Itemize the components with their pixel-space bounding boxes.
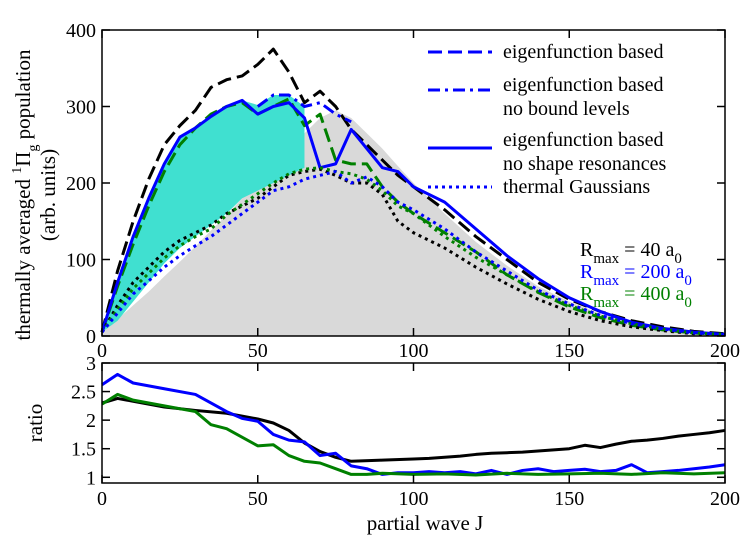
bottom-y-tick-label: 1.5 [71,439,96,461]
top-series-line-3 [100,98,726,336]
bottom-panel: 0 50 100 150 200 1 1.5 2 2.5 3 ratio partial wave… [23,353,740,535]
bottom-y-tick-label: 2.5 [71,382,96,404]
bottom-y-tick-label: 2 [86,410,96,432]
top-y-tick-label: 100 [66,250,96,272]
top-series-line-0 [100,47,726,336]
bottom-x-tick-label: 150 [554,488,584,510]
bottom-x-tick-label: 50 [248,488,268,510]
top-y-tick-label: 400 [66,20,96,42]
legend-label-thermal: thermal Gaussians [503,176,650,198]
top-x-tick-label: 200 [710,340,740,362]
top-x-tick-label: 150 [554,340,584,362]
bottom-y-tick-label: 1 [86,467,96,489]
legend-label-no-shape-1: eigenfunction based [503,129,664,151]
top-y-tick-label: 0 [86,326,96,348]
gray-area [102,110,725,336]
ratio-series-line-1 [101,372,726,476]
bottom-axis-ticks: 0 50 100 150 200 1 1.5 2 2.5 3 [71,353,740,510]
top-y-axis-label: thermally averaged 1Πg population [10,49,41,340]
bottom-series-group [101,372,726,477]
legend: eigenfunction based eigenfunction based … [428,41,666,198]
ratio-series-line-0 [101,396,726,463]
bottom-y-tick-label: 3 [86,353,96,375]
cyan-area [102,95,305,333]
legend-label-no-bound-1: eigenfunction based [503,74,664,96]
top-y-tick-label: 300 [66,97,96,119]
rmax-label-200: Rmax = 200 a0 [580,261,692,289]
x-axis-label: partial wave J [367,511,484,535]
legend-label-no-shape-2: no shape resonances [503,153,666,175]
bottom-x-tick-label: 100 [399,488,429,510]
rmax-labels: Rmax = 40 a0 Rmax = 200 a0 Rmax = 400 a0 [580,239,692,311]
ratio-series-line-2 [101,392,726,477]
top-series-line-1 [100,97,726,336]
top-series-line-6 [100,170,726,336]
bottom-x-tick-label: 0 [97,488,107,510]
top-x-tick-label: 100 [399,340,429,362]
rmax-label-400: Rmax = 400 a0 [580,283,692,311]
top-x-tick-label: 50 [248,340,268,362]
top-series-line-4 [100,167,726,337]
bottom-y-axis-label: ratio [23,404,47,442]
rmax-label-40: Rmax = 40 a0 [580,239,682,267]
top-y-tick-label: 200 [66,173,96,195]
bottom-x-tick-label: 200 [710,488,740,510]
top-series-group [100,47,726,337]
top-axis-ticks: 0 50 100 150 200 0 100 200 300 400 [66,20,740,362]
legend-label-no-bound-2: no bound levels [503,98,630,120]
top-series-line-2 [256,93,352,124]
top-shaded-areas [102,95,725,336]
top-panel: 0 50 100 150 200 0 100 200 300 400 eigenfunction … [10,20,740,362]
top-x-tick-label: 0 [97,340,107,362]
legend-label-eigenfunction: eigenfunction based [503,41,664,63]
top-y-axis-units: (arb. units) [36,149,60,241]
